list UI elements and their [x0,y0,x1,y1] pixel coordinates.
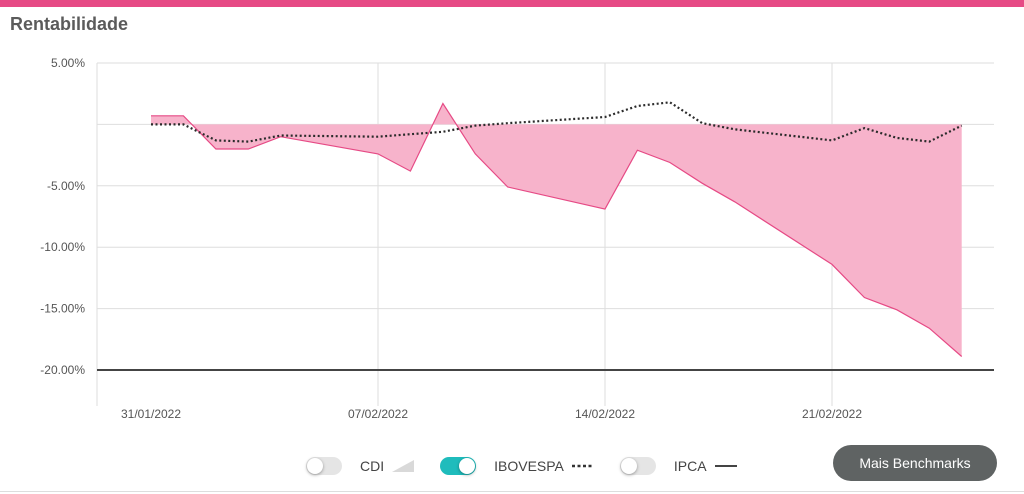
more-benchmarks-button[interactable]: Mais Benchmarks [833,445,997,481]
x-tick-label: 14/02/2022 [575,407,635,421]
toggle-ipca[interactable] [619,457,656,475]
x-tick-label: 21/02/2022 [802,407,862,421]
returns-area [151,102,963,357]
dotted-line-swatch-icon [571,464,594,468]
legend-label-ipca: IPCA [673,458,707,474]
toggle-knob [307,458,323,474]
y-axis-labels: 5.00% -5.00% -10.00% -15.00% -20.00% [40,56,85,377]
ibovespa-dotted-line [151,101,963,143]
area-swatch-icon [392,460,415,472]
benchmark-legend: CDI IBOVESPA IPCA [306,455,737,477]
y-tick-label: 5.00% [51,56,85,70]
x-axis-labels: 31/01/2022 07/02/2022 14/02/2022 21/02/2022 [121,407,862,421]
ibovespa-line [151,101,963,143]
chart-title: Rentabilidade [10,14,129,34]
solid-line-swatch-icon [714,465,737,467]
y-tick-label: -15.00% [40,302,85,316]
returns-line [151,102,963,357]
y-tick-label: -20.00% [40,363,85,377]
top-accent-bar [0,0,1024,7]
returns-chart: 5.00% -5.00% -10.00% -15.00% -20.00% 31/01/2… [40,56,994,421]
toggle-cdi[interactable] [306,457,342,475]
toggle-knob [620,458,637,474]
y-tick-label: -5.00% [47,179,85,193]
bottom-divider [0,491,1024,492]
toggle-ibovespa[interactable] [440,457,477,475]
x-tick-label: 31/01/2022 [121,407,181,421]
returns-area-fill [151,103,962,357]
legend-label-ibovespa: IBOVESPA [494,458,564,474]
x-tick-label: 07/02/2022 [348,407,408,421]
toggle-knob [459,458,476,474]
y-tick-label: -10.00% [40,240,85,254]
legend-label-cdi: CDI [360,458,385,474]
